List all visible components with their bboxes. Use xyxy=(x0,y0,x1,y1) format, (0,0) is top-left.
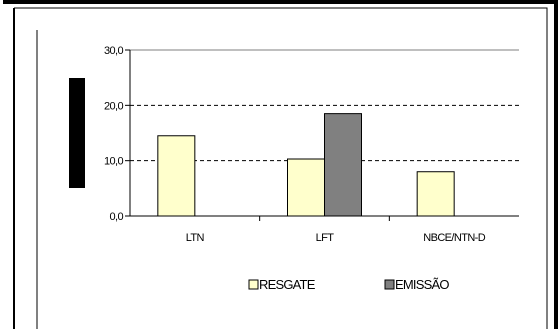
bars xyxy=(157,113,455,217)
y-tick-label: 30,0 xyxy=(104,45,123,57)
axes xyxy=(125,49,519,221)
y-tick-label: 0,0 xyxy=(110,211,124,223)
x-tick-labels: LTN LFT NBCE/NTN-D xyxy=(186,232,487,244)
x-tick-label: LFT xyxy=(316,232,335,244)
x-tick-label: NBCE/NTN-D xyxy=(423,232,485,244)
legend-label: EMISSÃO xyxy=(395,277,449,292)
bar-emissão-lft xyxy=(324,113,362,217)
y-tick-labels: 0,0 10,0 20,0 30,0 xyxy=(104,45,124,223)
legend-swatch-resgate xyxy=(248,279,259,290)
redaction-block xyxy=(69,78,85,188)
inner-border xyxy=(14,7,548,329)
bar-resgate-lft xyxy=(287,158,325,217)
x-tick-label: LTN xyxy=(186,232,205,244)
y-tick-label: 20,0 xyxy=(104,100,123,112)
outer-border-top-right xyxy=(3,0,558,329)
bar-resgate-nbce-ntn-d xyxy=(416,171,455,217)
y-tick-label: 10,0 xyxy=(104,156,123,168)
legend-label: RESGATE xyxy=(259,277,316,292)
legend: RESGATE EMISSÃO xyxy=(248,277,450,292)
bar-resgate-ltn xyxy=(157,135,196,217)
legend-swatch-emissao xyxy=(384,279,395,290)
